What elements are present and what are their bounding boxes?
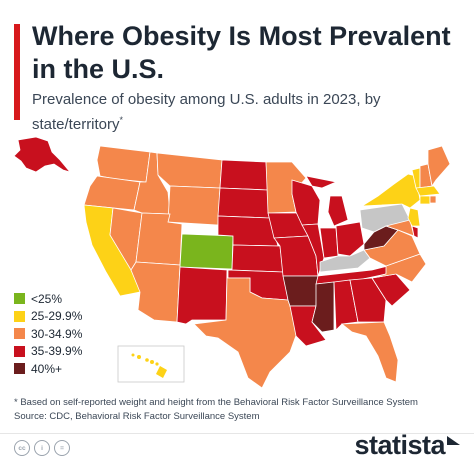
legend-swatch [14, 310, 25, 322]
hawaii-inset-frame [117, 345, 185, 383]
legend-item-25-29: 25-29.9% [14, 308, 82, 326]
legend-swatch [14, 293, 25, 305]
state-hawaii [131, 353, 167, 378]
legend-item-30-34: 30-34.9% [14, 325, 82, 343]
title-accent-bar [14, 24, 20, 120]
state-oregon [83, 175, 141, 211]
legend-item-35-39: 35-39.9% [14, 343, 82, 361]
state-ohio [335, 221, 365, 257]
legend-swatch [14, 345, 25, 357]
subtitle-footnote-mark: * [119, 115, 124, 125]
state-north-dakota [219, 159, 269, 191]
state-arkansas [282, 275, 319, 307]
map-legend: <25% 25-29.9% 30-34.9% 35-39.9% 40%+ [14, 290, 82, 378]
us-state-map [13, 136, 451, 389]
statista-logo[interactable]: statista [354, 430, 460, 461]
legend-item-under-25: <25% [14, 290, 82, 308]
state-alaska [13, 136, 72, 173]
state-colorado [179, 233, 234, 270]
state-delaware [411, 225, 419, 239]
state-new-york [360, 173, 421, 209]
state-kansas [231, 244, 284, 273]
state-massachusetts [415, 185, 441, 197]
legend-swatch [14, 328, 25, 340]
brand-mark-icon [447, 436, 460, 445]
by-icon[interactable]: i [34, 440, 50, 456]
state-florida [340, 321, 399, 383]
footnote-source: Source: CDC, Behavioral Risk Factor Surv… [14, 411, 260, 422]
legend-label: 30-34.9% [31, 326, 83, 341]
legend-label: 35-39.9% [31, 344, 83, 359]
state-connecticut [419, 195, 431, 205]
chart-subtitle: Prevalence of obesity among U.S. adults … [32, 90, 452, 135]
legend-label: 25-29.9% [31, 309, 83, 324]
state-maine [427, 145, 451, 188]
legend-label: 40%+ [31, 361, 63, 376]
subtitle-text: Prevalence of obesity among U.S. adults … [32, 91, 381, 133]
footnote-note: * Based on self-reported weight and heig… [14, 397, 418, 408]
state-texas [193, 277, 299, 389]
state-north-carolina [371, 253, 427, 283]
nd-icon[interactable]: = [54, 440, 70, 456]
footer-divider [0, 433, 474, 434]
legend-item-40-plus: 40%+ [14, 360, 82, 378]
footnote-block: * Based on self-reported weight and heig… [14, 396, 464, 424]
state-new-mexico [176, 266, 228, 325]
state-georgia [349, 277, 387, 323]
legend-label: <25% [31, 291, 63, 306]
state-wyoming [167, 185, 221, 226]
legend-swatch [14, 363, 25, 375]
cc-icon[interactable]: cc [14, 440, 30, 456]
state-montana [156, 152, 223, 189]
state-rhode-island [429, 195, 437, 204]
state-new-jersey [407, 207, 421, 227]
state-south-dakota [217, 187, 271, 219]
license-icons: cc i = [14, 440, 70, 456]
state-michigan [305, 175, 349, 227]
state-washington [96, 145, 151, 183]
brand-name: statista [354, 430, 445, 460]
chart-title: Where Obesity Is Most Prevalent in the U… [32, 21, 451, 84]
